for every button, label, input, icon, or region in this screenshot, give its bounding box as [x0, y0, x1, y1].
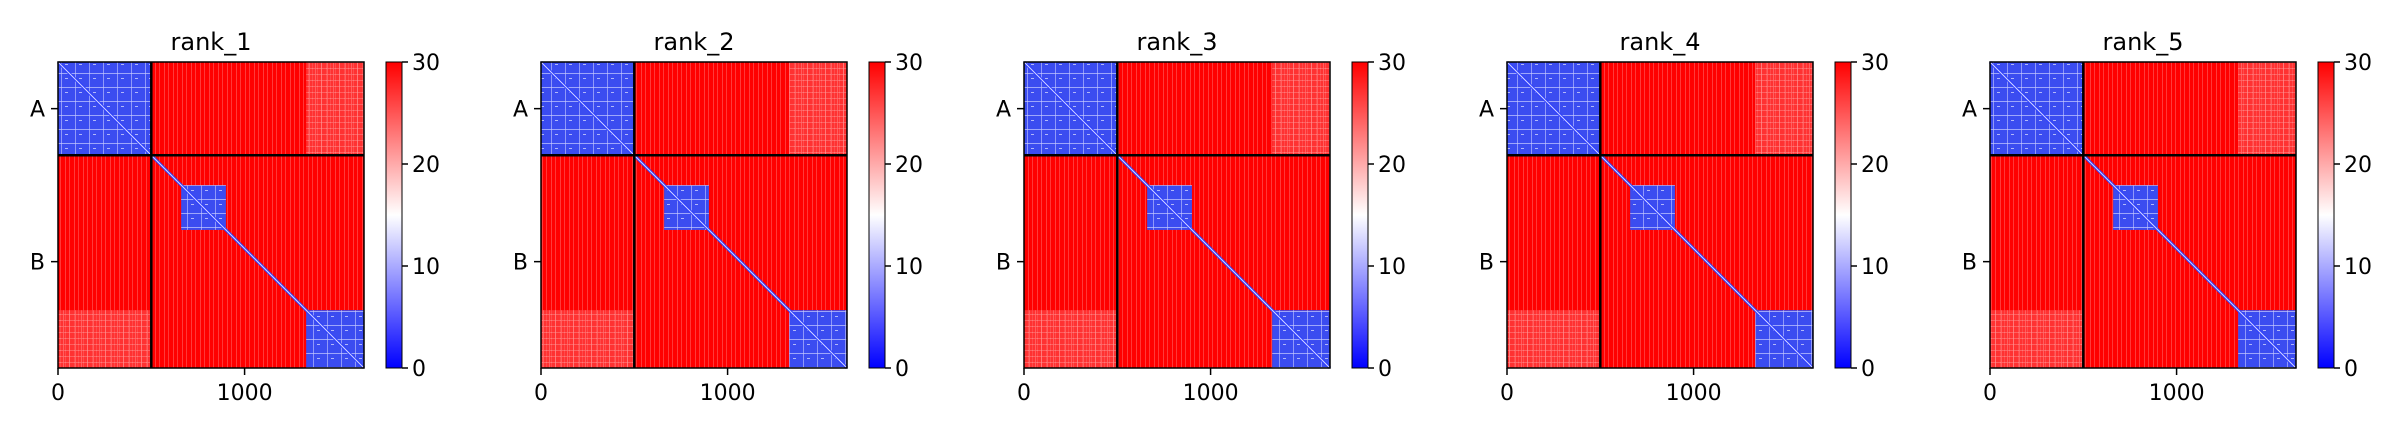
colorbar: [868, 61, 886, 369]
colorbar-tick-label: 30: [1861, 51, 1889, 76]
diagonal-highlight: [57, 61, 365, 369]
panel-4: rank_4 0 1000 A B 0 10 20 30: [1479, 28, 1889, 406]
interchain-region: [1272, 62, 1330, 156]
panel-title: rank_1: [171, 28, 252, 56]
x-tick-label: 0: [534, 381, 548, 406]
axes-frame: [1989, 61, 2297, 369]
interchain-region: [2238, 62, 2296, 156]
interchain-region: [1024, 310, 1118, 368]
diagonal-highlight: [1023, 61, 1331, 369]
colorbar-tick-label: 10: [895, 255, 923, 280]
panel-2: rank_2 0 1000 A B 0 10 20 30: [513, 28, 923, 406]
colorbar-tick-label: 10: [2344, 255, 2372, 280]
colorbar-tick-label: 30: [1378, 51, 1406, 76]
diagonal-highlight: [540, 61, 848, 369]
colorbar: [1351, 61, 1369, 369]
y-tick-label: B: [513, 251, 528, 276]
colorbar: [385, 61, 403, 369]
y-tick-label: B: [30, 251, 45, 276]
x-tick-label: 0: [51, 381, 65, 406]
panel-title: rank_4: [1620, 28, 1701, 56]
y-tick-label: A: [996, 98, 1011, 123]
interchain-region: [306, 62, 364, 156]
y-tick-label: A: [513, 98, 528, 123]
diagonal-highlight: [1506, 61, 1814, 369]
panel-3: rank_3 0 1000 A B 0 10 20 30: [996, 28, 1406, 406]
x-tick-label: 0: [1017, 381, 1031, 406]
colorbar-tick-label: 10: [1861, 255, 1889, 280]
colorbar-tick-label: 30: [2344, 51, 2372, 76]
colorbar-tick-label: 20: [412, 153, 440, 178]
panel-title: rank_5: [2103, 28, 2184, 56]
x-tick-label: 1000: [1666, 381, 1722, 406]
y-tick-label: A: [30, 98, 45, 123]
colorbar-tick-label: 10: [1378, 255, 1406, 280]
colorbar-tick-label: 20: [1378, 153, 1406, 178]
colorbar-tick-label: 0: [2344, 357, 2358, 382]
interchain-region: [541, 310, 635, 368]
panel-title: rank_2: [654, 28, 735, 56]
colorbar-tick-label: 30: [412, 51, 440, 76]
y-tick-label: A: [1962, 98, 1977, 123]
y-tick-label: B: [1962, 251, 1977, 276]
interchain-region: [1755, 62, 1813, 156]
axes-frame: [1023, 61, 1331, 369]
colorbar-tick-label: 20: [2344, 153, 2372, 178]
colorbar-tick-label: 20: [1861, 153, 1889, 178]
diagonal-highlight: [1989, 61, 2297, 369]
colorbar: [2317, 61, 2335, 369]
x-tick-label: 1000: [1183, 381, 1239, 406]
colorbar: [1834, 61, 1852, 369]
x-tick-label: 1000: [700, 381, 756, 406]
interchain-region: [1990, 310, 2084, 368]
interchain-region: [1507, 310, 1601, 368]
axes-frame: [1506, 61, 1814, 369]
y-tick-label: B: [996, 251, 1011, 276]
colorbar-tick-label: 0: [895, 357, 909, 382]
colorbar-tick-label: 0: [1378, 357, 1392, 382]
x-tick-label: 1000: [217, 381, 273, 406]
colorbar-tick-label: 30: [895, 51, 923, 76]
y-tick-label: B: [1479, 251, 1494, 276]
x-tick-label: 0: [1983, 381, 1997, 406]
interchain-region: [789, 62, 847, 156]
panel-5: rank_5 0 1000 A B 0 10 20 30: [1962, 28, 2372, 406]
interchain-region: [58, 310, 152, 368]
axes-frame: [57, 61, 365, 369]
x-tick-label: 1000: [2149, 381, 2205, 406]
x-tick-label: 0: [1500, 381, 1514, 406]
colorbar-tick-label: 10: [412, 255, 440, 280]
colorbar-tick-label: 20: [895, 153, 923, 178]
panel-1: rank_1 0 1000 A B 0 10 20 30: [30, 28, 440, 406]
panel-title: rank_3: [1137, 28, 1218, 56]
axes-frame: [540, 61, 848, 369]
colorbar-tick-label: 0: [1861, 357, 1875, 382]
y-tick-label: A: [1479, 98, 1494, 123]
colorbar-tick-label: 0: [412, 357, 426, 382]
